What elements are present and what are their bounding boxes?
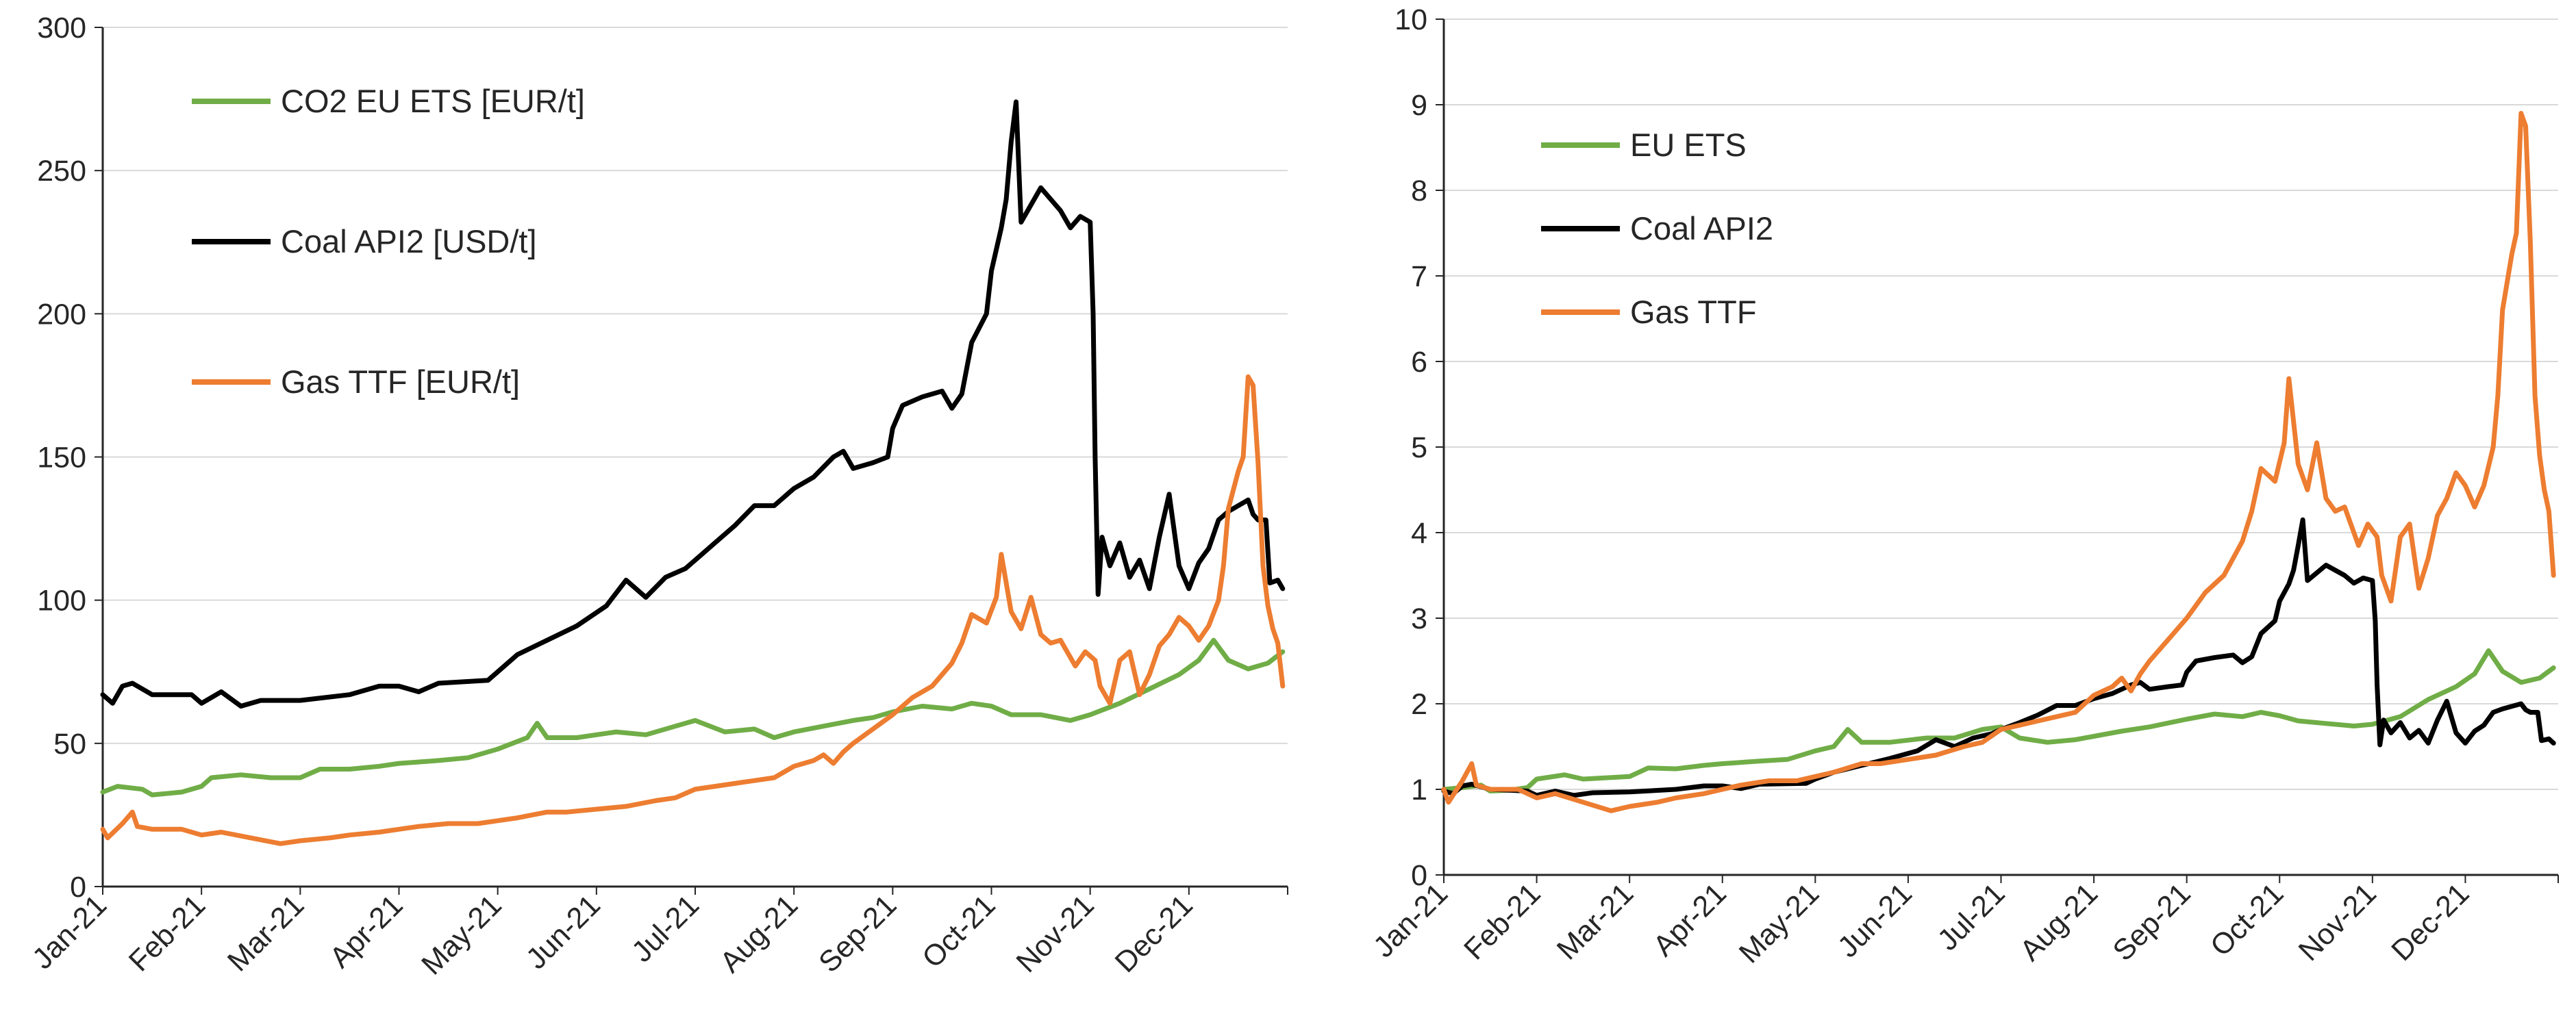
x-tick-label: Apr-21: [323, 889, 409, 974]
y-tick-label: 3: [1411, 602, 1427, 635]
y-tick-label: 5: [1411, 431, 1427, 464]
y-tick-label: 9: [1411, 89, 1427, 122]
y-tick-label: 250: [37, 155, 86, 188]
y-tick-label: 300: [37, 12, 86, 44]
legend-label: Gas TTF: [1630, 294, 1757, 330]
legend-label: Coal API2: [1630, 210, 1773, 246]
x-tick-label: Nov-21: [2292, 877, 2383, 967]
series-line-coal-api2: [1441, 517, 2556, 798]
legend-label: Coal API2 [USD/t]: [281, 223, 537, 259]
x-tick-label: Jul-21: [1931, 877, 2012, 957]
y-tick-label: 50: [53, 728, 86, 761]
x-tick-label: Feb-21: [1458, 877, 1547, 966]
x-tick-label: Aug-21: [714, 889, 804, 979]
x-tick-label: Mar-21: [221, 889, 310, 978]
y-tick-label: 7: [1411, 260, 1427, 293]
x-tick-label: Sep-21: [2107, 877, 2197, 967]
x-tick-label: Aug-21: [2014, 877, 2104, 967]
legend-label: Gas TTF [EUR/t]: [281, 364, 520, 400]
series-line-gas-ttf: [1441, 111, 2556, 813]
x-tick-label: Sep-21: [812, 889, 903, 979]
x-tick-label: May-21: [415, 889, 508, 981]
y-tick-label: 200: [37, 298, 86, 331]
y-tick-label: 6: [1411, 346, 1427, 379]
x-tick-label: Oct-21: [916, 889, 1001, 974]
x-tick-label: Jul-21: [625, 889, 705, 969]
y-tick-label: 4: [1411, 517, 1427, 550]
legend-label: CO2 EU ETS [EUR/t]: [281, 83, 585, 119]
x-tick-label: Apr-21: [1647, 877, 1733, 963]
x-tick-label: Nov-21: [1010, 889, 1101, 979]
y-tick-label: 2: [1411, 688, 1427, 721]
x-tick-label: Dec-21: [1109, 889, 1199, 979]
legend-label: EU ETS: [1630, 127, 1747, 163]
y-tick-label: 0: [1411, 859, 1427, 892]
x-tick-label: May-21: [1733, 877, 1825, 969]
series-line-gas-ttf-eur-t: [100, 374, 1286, 846]
y-tick-label: 0: [70, 871, 86, 904]
y-tick-label: 1: [1411, 774, 1427, 806]
x-tick-label: Jun-21: [520, 889, 607, 976]
x-tick-label: Jun-21: [1831, 877, 1918, 964]
y-tick-label: 8: [1411, 175, 1427, 207]
x-tick-label: Dec-21: [2386, 877, 2476, 967]
series-line-coal-api2-usd-t: [100, 99, 1286, 709]
y-tick-label: 100: [37, 585, 86, 618]
series-line-eu-ets: [1441, 648, 2556, 793]
x-tick-label: Mar-21: [1551, 877, 1640, 966]
y-tick-label: 150: [37, 442, 86, 474]
series-line-co2-eu-ets-eur-t: [100, 637, 1286, 798]
x-tick-label: Feb-21: [123, 889, 212, 978]
y-tick-label: 10: [1395, 3, 1427, 36]
x-tick-label: Oct-21: [2204, 877, 2290, 963]
